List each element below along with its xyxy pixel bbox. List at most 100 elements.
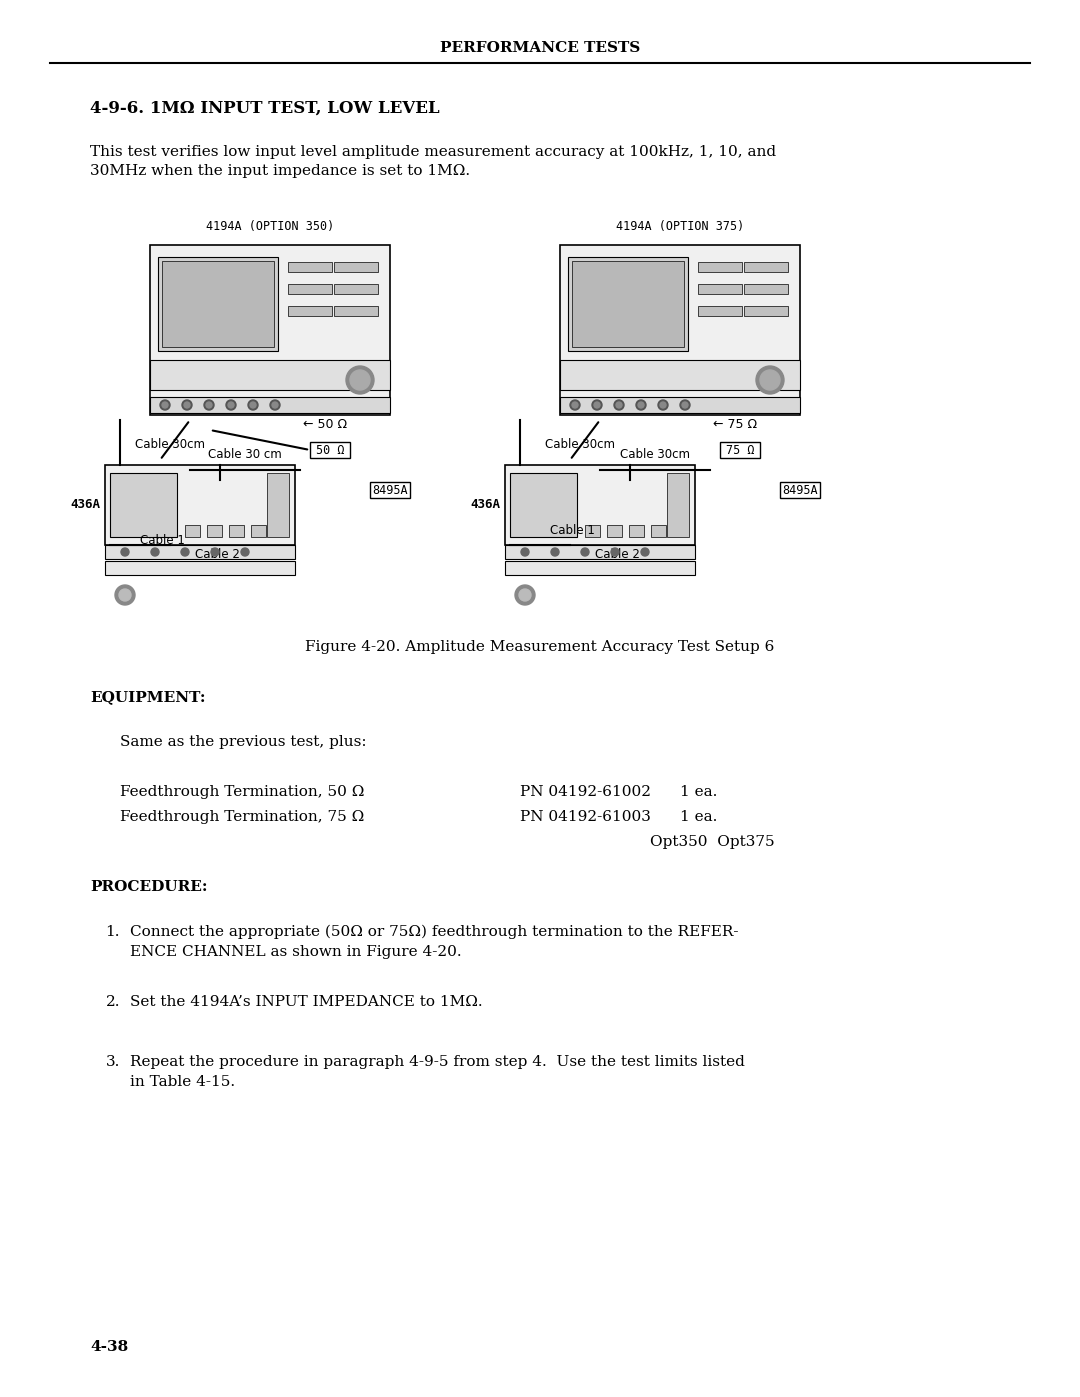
Text: Opt350  Opt375: Opt350 Opt375	[650, 835, 774, 849]
Circle shape	[658, 400, 669, 409]
Text: 8495A: 8495A	[373, 483, 408, 496]
Circle shape	[249, 402, 256, 408]
Bar	[229, 525, 244, 536]
Text: PERFORMANCE TESTS: PERFORMANCE TESTS	[440, 41, 640, 54]
Bar	[584, 525, 599, 536]
Circle shape	[660, 402, 666, 408]
Text: Same as the previous test, plus:: Same as the previous test, plus:	[120, 735, 366, 749]
Text: Cable 30cm: Cable 30cm	[135, 439, 205, 451]
Circle shape	[204, 400, 214, 409]
Circle shape	[228, 402, 234, 408]
Bar	[698, 284, 742, 293]
Circle shape	[551, 548, 559, 556]
Circle shape	[211, 548, 219, 556]
Text: PN 04192-61002: PN 04192-61002	[519, 785, 651, 799]
Text: ← 75 Ω: ← 75 Ω	[713, 419, 757, 432]
Circle shape	[162, 402, 168, 408]
Text: 2.: 2.	[106, 995, 120, 1009]
Text: PROCEDURE:: PROCEDURE:	[90, 880, 207, 894]
Circle shape	[572, 402, 578, 408]
Text: Connect the appropriate (50Ω or 75Ω) feedthrough termination to the REFER-
ENCE : Connect the appropriate (50Ω or 75Ω) fee…	[130, 925, 739, 958]
Circle shape	[681, 402, 688, 408]
Bar	[334, 306, 378, 316]
Circle shape	[226, 400, 237, 409]
Circle shape	[121, 548, 129, 556]
Bar	[505, 545, 696, 559]
Text: EQUIPMENT:: EQUIPMENT:	[90, 690, 205, 704]
Text: 436A: 436A	[70, 499, 100, 511]
Circle shape	[756, 366, 784, 394]
Text: 4-38: 4-38	[90, 1340, 129, 1354]
Text: Set the 4194A’s INPUT IMPEDANCE to 1MΩ.: Set the 4194A’s INPUT IMPEDANCE to 1MΩ.	[130, 995, 483, 1009]
Text: Repeat the procedure in paragraph 4-9-5 from step 4.  Use the test limits listed: Repeat the procedure in paragraph 4-9-5 …	[130, 1055, 745, 1088]
Circle shape	[594, 402, 600, 408]
Circle shape	[119, 590, 131, 601]
Bar	[150, 360, 390, 390]
Bar	[251, 525, 266, 536]
Text: 1.: 1.	[106, 925, 120, 939]
Bar	[105, 562, 295, 576]
Text: 50 Ω: 50 Ω	[315, 443, 345, 457]
Bar	[561, 360, 800, 390]
Circle shape	[638, 402, 644, 408]
Text: 8495A: 8495A	[782, 483, 818, 496]
Text: Cable 1: Cable 1	[550, 524, 595, 536]
Bar	[288, 284, 332, 293]
Circle shape	[521, 548, 529, 556]
Bar	[185, 525, 200, 536]
Bar	[568, 257, 688, 351]
Text: Cable 30cm: Cable 30cm	[620, 448, 690, 461]
Text: PN 04192-61003: PN 04192-61003	[519, 810, 651, 824]
Bar	[334, 263, 378, 272]
Bar	[334, 284, 378, 293]
Bar	[667, 474, 689, 536]
Bar	[505, 562, 696, 576]
Bar	[744, 306, 788, 316]
Circle shape	[151, 548, 159, 556]
Bar	[629, 525, 644, 536]
Bar	[651, 525, 665, 536]
Circle shape	[181, 548, 189, 556]
Text: 1 ea.: 1 ea.	[680, 810, 717, 824]
Bar	[698, 263, 742, 272]
Circle shape	[611, 548, 619, 556]
Text: Cable 1: Cable 1	[140, 534, 185, 546]
Bar	[150, 397, 390, 414]
Bar	[206, 525, 221, 536]
Text: 436A: 436A	[470, 499, 500, 511]
Bar	[744, 284, 788, 293]
Circle shape	[270, 400, 280, 409]
Bar	[288, 306, 332, 316]
Text: 4194A (OPTION 375): 4194A (OPTION 375)	[616, 219, 744, 233]
Circle shape	[760, 370, 780, 390]
Circle shape	[581, 548, 589, 556]
Bar	[607, 525, 622, 536]
Bar	[110, 474, 176, 536]
Circle shape	[515, 585, 535, 605]
Text: Figure 4-20. Amplitude Measurement Accuracy Test Setup 6: Figure 4-20. Amplitude Measurement Accur…	[306, 640, 774, 654]
Bar	[744, 263, 788, 272]
Text: ← 50 Ω: ← 50 Ω	[302, 419, 347, 432]
Circle shape	[241, 548, 249, 556]
Circle shape	[248, 400, 258, 409]
Text: This test verifies low input level amplitude measurement accuracy at 100kHz, 1, : This test verifies low input level ampli…	[90, 145, 777, 179]
Circle shape	[570, 400, 580, 409]
Text: 1 ea.: 1 ea.	[680, 785, 717, 799]
Bar	[572, 261, 684, 346]
Circle shape	[160, 400, 170, 409]
Bar	[505, 465, 696, 545]
Text: Cable 30cm: Cable 30cm	[545, 439, 615, 451]
Circle shape	[183, 400, 192, 409]
Circle shape	[114, 585, 135, 605]
Circle shape	[206, 402, 212, 408]
Bar	[158, 257, 278, 351]
Text: 3.: 3.	[106, 1055, 120, 1069]
Text: Cable 30 cm: Cable 30 cm	[208, 448, 282, 461]
Circle shape	[519, 590, 531, 601]
Text: 4-9-6. 1MΩ INPUT TEST, LOW LEVEL: 4-9-6. 1MΩ INPUT TEST, LOW LEVEL	[90, 101, 440, 117]
Bar	[105, 545, 295, 559]
Circle shape	[616, 402, 622, 408]
Circle shape	[636, 400, 646, 409]
Circle shape	[615, 400, 624, 409]
Bar	[162, 261, 274, 346]
